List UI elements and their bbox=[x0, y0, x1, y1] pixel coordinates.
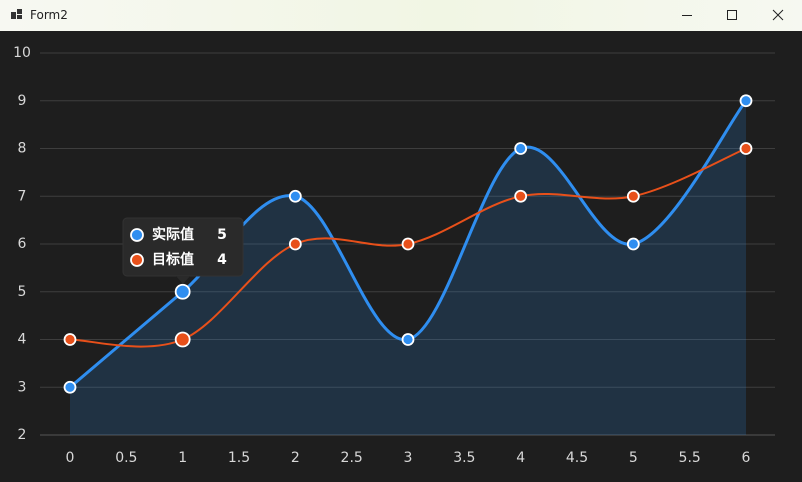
x-tick-label: 2.5 bbox=[341, 450, 363, 466]
y-tick-label: 6 bbox=[18, 236, 27, 252]
data-point bbox=[739, 94, 753, 108]
legend-label: 实际值 bbox=[152, 226, 194, 243]
y-tick-label: 8 bbox=[18, 141, 27, 157]
title-bar-icons bbox=[11, 9, 784, 21]
chart: 2 3 4 5 6 7 8 9 10 0 0.5 1 1.5 2 2.5 3 3.5 4 4.5 5 5.5 6 实际值 5 目… bbox=[13, 45, 775, 466]
app-icon bbox=[17, 9, 22, 14]
y-tick-label: 4 bbox=[18, 332, 27, 348]
data-point bbox=[401, 333, 415, 346]
data-point bbox=[626, 189, 640, 203]
x-tick-label: 2 bbox=[291, 450, 300, 466]
x-tick-label: 1 bbox=[178, 450, 187, 466]
data-point bbox=[401, 237, 415, 251]
data-point bbox=[63, 380, 77, 394]
data-point bbox=[739, 142, 753, 155]
x-tick-label: 3.5 bbox=[453, 450, 475, 466]
app-icon bbox=[11, 12, 16, 19]
x-tick-label: 4.5 bbox=[566, 450, 588, 466]
y-tick-label: 9 bbox=[18, 93, 27, 109]
area bbox=[70, 100, 746, 435]
maximize-button[interactable] bbox=[727, 10, 737, 20]
x-tick-label: 5 bbox=[629, 450, 638, 466]
data-point bbox=[514, 142, 528, 155]
close-button[interactable] bbox=[772, 9, 784, 21]
data-point bbox=[174, 331, 191, 348]
data-point bbox=[288, 237, 302, 251]
y-tick-label: 5 bbox=[18, 284, 27, 300]
tooltip-value: 5 bbox=[217, 227, 227, 243]
legend-label: 目标值 bbox=[152, 251, 194, 268]
tooltip-pointer bbox=[176, 276, 190, 284]
x-tick-label: 0.5 bbox=[115, 450, 137, 466]
legend-swatch bbox=[130, 253, 144, 267]
x-tick-label: 4 bbox=[516, 450, 525, 466]
tooltip-value: 4 bbox=[217, 252, 227, 268]
y-tick-label: 10 bbox=[13, 45, 31, 61]
data-point bbox=[288, 189, 302, 203]
y-tick-label: 3 bbox=[18, 379, 27, 395]
data-point bbox=[626, 237, 640, 251]
legend-swatch bbox=[130, 228, 144, 242]
x-tick-label: 0 bbox=[66, 450, 75, 466]
x-tick-label: 1.5 bbox=[228, 450, 250, 466]
x-tick-label: 6 bbox=[742, 450, 751, 466]
y-tick-label: 2 bbox=[18, 427, 27, 443]
data-point bbox=[174, 283, 191, 300]
window-title: Form2 bbox=[30, 8, 68, 22]
app-icon bbox=[17, 15, 22, 19]
data-point bbox=[63, 333, 77, 346]
y-tick-label: 7 bbox=[18, 188, 27, 204]
title-bar: Form2 bbox=[0, 0, 802, 31]
x-tick-label: 5.5 bbox=[679, 450, 701, 466]
x-tick-label: 3 bbox=[404, 450, 413, 466]
data-point bbox=[514, 189, 528, 203]
